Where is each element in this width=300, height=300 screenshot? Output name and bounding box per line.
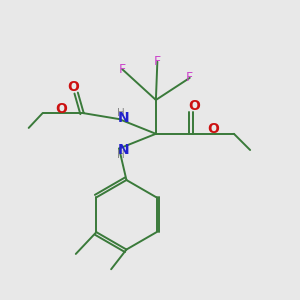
Text: F: F (118, 62, 126, 76)
Text: H: H (117, 150, 125, 160)
Text: F: F (154, 55, 161, 68)
Text: N: N (117, 111, 129, 124)
Text: F: F (186, 71, 193, 84)
Text: O: O (56, 102, 68, 116)
Text: O: O (207, 122, 219, 136)
Text: O: O (68, 80, 80, 94)
Text: N: N (117, 143, 129, 157)
Text: H: H (117, 108, 125, 118)
Text: O: O (188, 99, 200, 113)
